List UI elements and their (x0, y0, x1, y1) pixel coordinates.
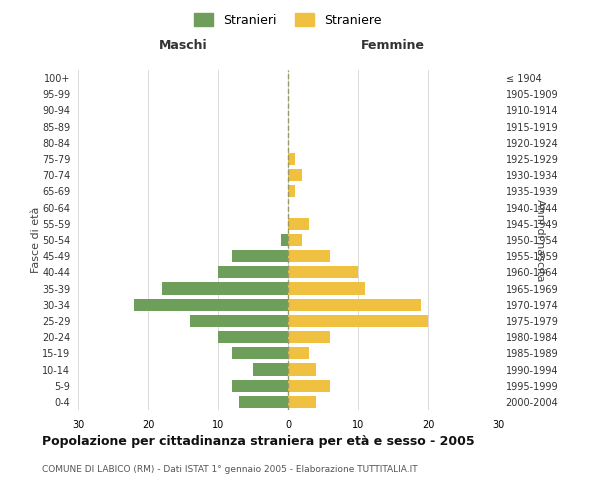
Bar (239, 396, 288, 408)
Bar (288, 315, 428, 327)
Bar (288, 169, 302, 181)
Text: COMUNE DI LABICO (RM) - Dati ISTAT 1° gennaio 2005 - Elaborazione TUTTITALIA.IT: COMUNE DI LABICO (RM) - Dati ISTAT 1° ge… (42, 465, 418, 474)
Bar (190, 315, 288, 327)
Text: Popolazione per cittadinanza straniera per età e sesso - 2005: Popolazione per cittadinanza straniera p… (42, 435, 475, 448)
Bar (162, 282, 288, 294)
Bar (232, 348, 288, 360)
Bar (218, 266, 288, 278)
Bar (288, 282, 365, 294)
Bar (288, 298, 421, 311)
Bar (288, 250, 330, 262)
Bar (218, 331, 288, 343)
Bar (232, 250, 288, 262)
Bar (288, 348, 309, 360)
Bar (288, 186, 295, 198)
Bar (288, 218, 309, 230)
Bar (288, 380, 330, 392)
Text: Femmine: Femmine (361, 40, 425, 52)
Bar (288, 234, 302, 246)
Bar (288, 153, 295, 165)
Bar (288, 364, 316, 376)
Bar (134, 298, 288, 311)
Bar (288, 396, 316, 408)
Bar (232, 380, 288, 392)
Bar (253, 364, 288, 376)
Bar (288, 331, 330, 343)
Bar (281, 234, 288, 246)
Legend: Stranieri, Straniere: Stranieri, Straniere (190, 8, 386, 32)
Text: Fasce di età: Fasce di età (31, 207, 41, 273)
Text: Anni di nascita: Anni di nascita (535, 198, 545, 281)
Text: Maschi: Maschi (158, 40, 208, 52)
Bar (288, 266, 358, 278)
